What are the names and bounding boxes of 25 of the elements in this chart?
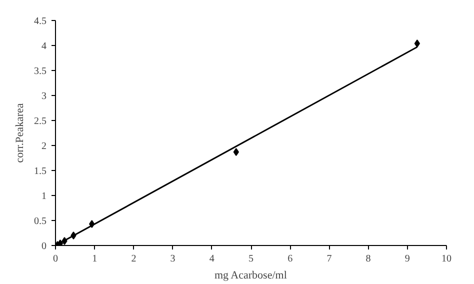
x-tick-label: 5 [248, 254, 254, 264]
x-tick-label: 1 [92, 254, 98, 264]
y-tick-label: 0.5 [34, 216, 46, 227]
x-tick-label: 4 [209, 254, 214, 264]
x-tick-label: 9 [404, 254, 410, 264]
x-tick-label: 7 [326, 254, 332, 264]
y-tick-label: 4.5 [34, 16, 46, 27]
y-tick-label: 2.5 [34, 116, 46, 127]
x-tick-label: 8 [366, 254, 371, 264]
y-tick-label: 1.5 [34, 166, 46, 177]
y-axis-title: corr.Peakarea [14, 103, 26, 163]
y-tick-label: 1 [42, 191, 46, 202]
y-tick-label: 3.5 [34, 66, 46, 77]
point [233, 148, 239, 156]
x-tick-label: 6 [288, 254, 293, 264]
x-tick-label: 3 [170, 254, 176, 264]
y-tick-label: 0 [42, 241, 46, 252]
y-tick-label: 4 [42, 41, 46, 52]
x-tick-label: 2 [131, 254, 136, 264]
x-tick-label: 10 [442, 254, 452, 264]
x-axis-title: mg Acarbose/ml [214, 270, 287, 282]
point [414, 40, 420, 48]
y-tick-label: 3 [42, 91, 46, 102]
y-tick-label: 2 [42, 141, 46, 152]
x-tick-label: 0 [53, 254, 58, 264]
